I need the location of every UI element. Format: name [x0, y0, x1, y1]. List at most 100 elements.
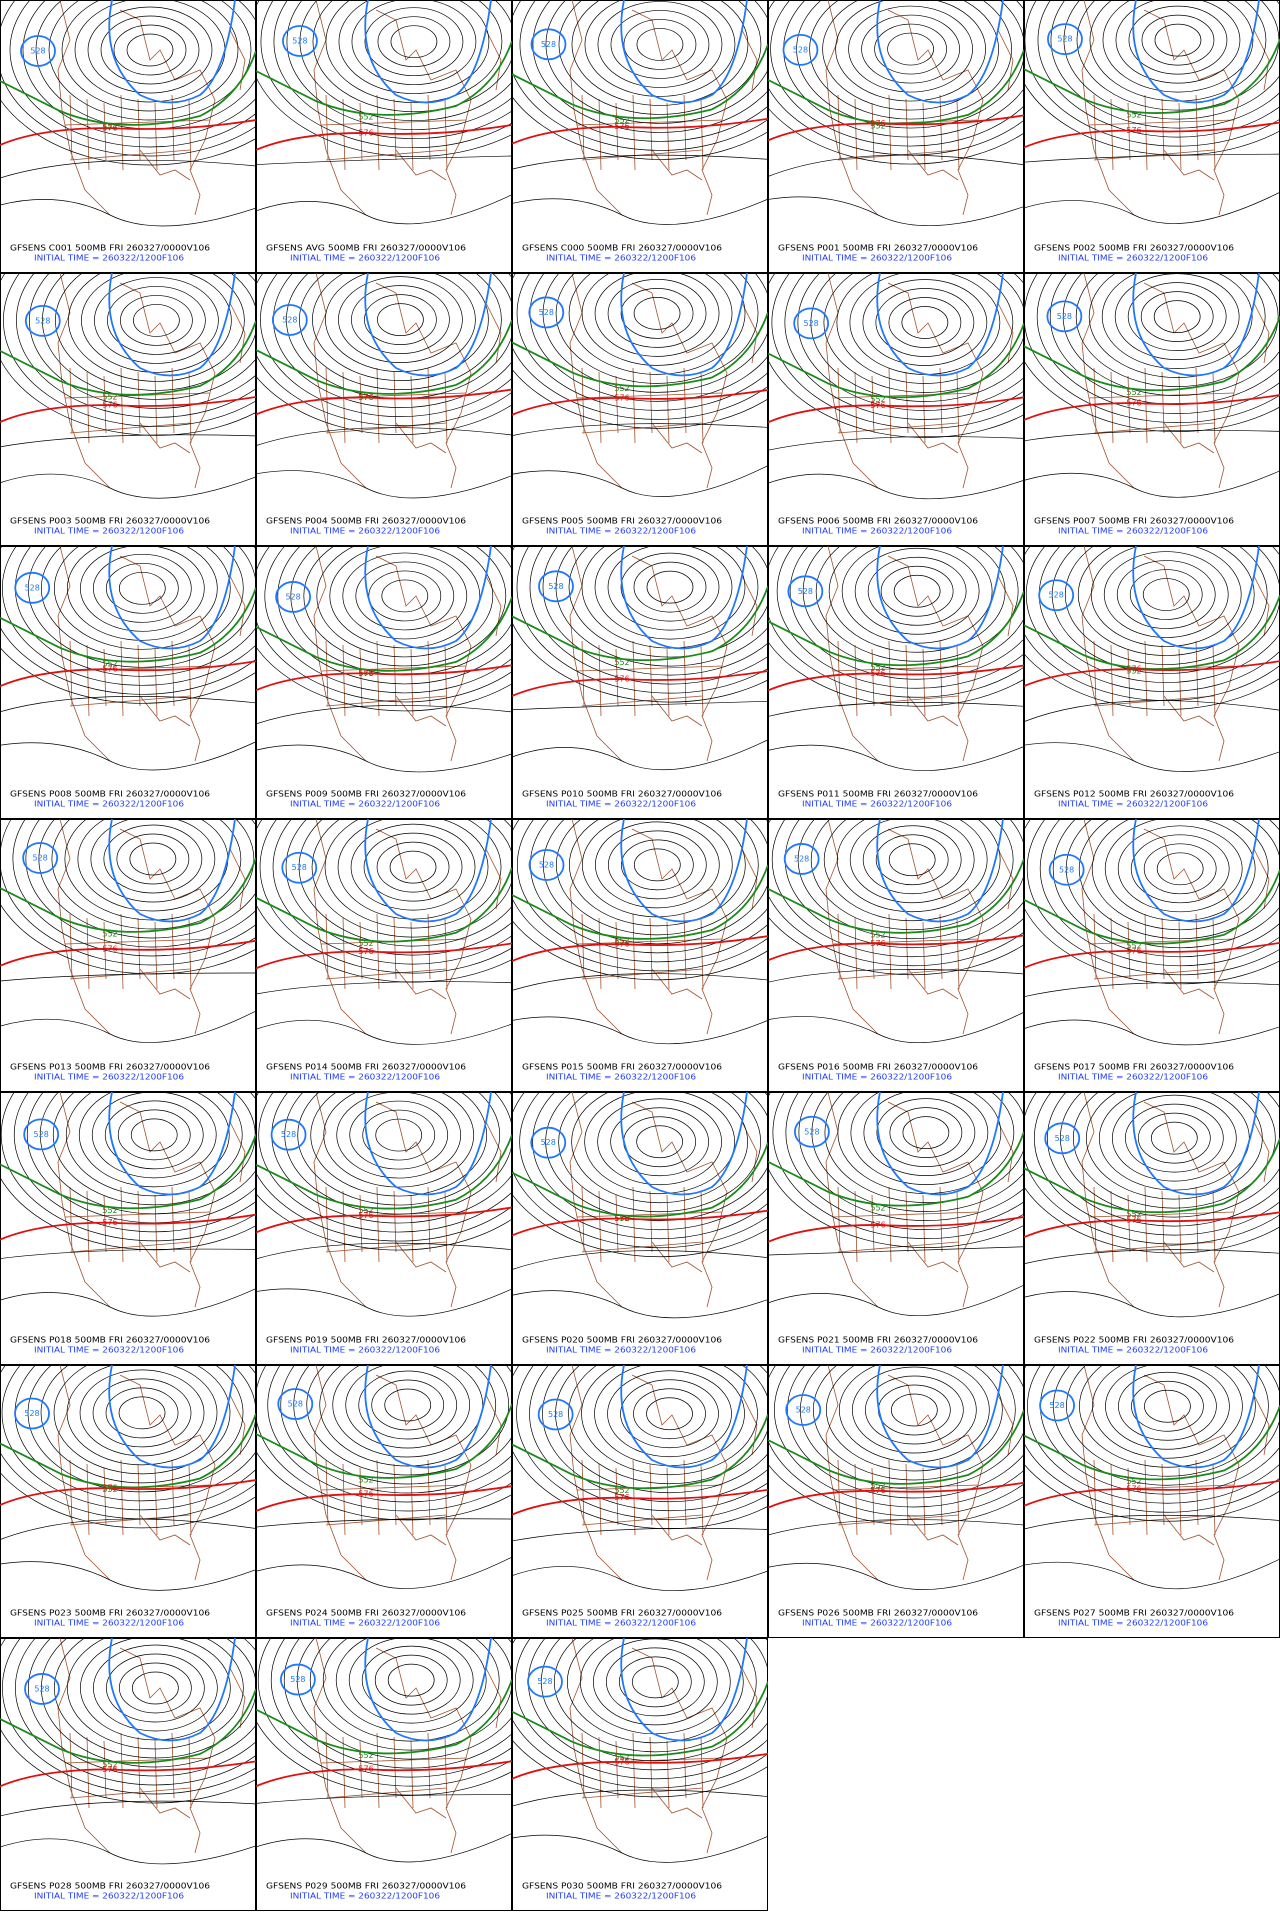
- panel-subtitle: INITIAL TIME = 260322/1200F106: [802, 1619, 952, 1628]
- height-contour: [1101, 273, 1253, 369]
- height-contour: [828, 546, 1006, 653]
- green-contour: [512, 312, 768, 388]
- red-contour: [768, 664, 1024, 692]
- height-contour: [1114, 273, 1240, 360]
- height-contour: [126, 33, 174, 67]
- contour-label: 552: [1126, 1210, 1141, 1219]
- blue-contour: [22, 842, 59, 874]
- height-contour: [785, 1092, 1024, 1230]
- height-contour: [836, 819, 988, 913]
- height-contour: [1063, 0, 1280, 120]
- panel-subtitle: INITIAL TIME = 260322/1200F106: [1058, 527, 1208, 536]
- panel-title: GFSENS P004 500MB FRI 260327/0000V106: [266, 517, 466, 526]
- height-contour: [1111, 1094, 1237, 1182]
- border-line: [1178, 1194, 1182, 1263]
- height-contour: [512, 1789, 768, 1807]
- height-contour: [512, 95, 768, 160]
- height-contour: [15, 1638, 256, 1786]
- coastline: [313, 546, 502, 762]
- panel-subtitle: INITIAL TIME = 260322/1200F106: [34, 254, 184, 263]
- blue-contour: [108, 1092, 236, 1196]
- border-line: [871, 1467, 875, 1526]
- border-line: [956, 1190, 960, 1263]
- height-contour: [0, 473, 256, 499]
- height-contour: [517, 819, 768, 963]
- height-contour: [293, 1365, 512, 1485]
- panel-subtitle: INITIAL TIME = 260322/1200F106: [802, 1073, 952, 1082]
- map-panel: 528 552 576 GFSENS P002 500MB FRI 260327/00…: [1024, 0, 1280, 273]
- blue-contour: [537, 1398, 574, 1431]
- border-line: [683, 367, 687, 434]
- panel-frame: [256, 273, 512, 546]
- border-line: [649, 917, 653, 980]
- blue-contour: [620, 273, 748, 377]
- height-contour: [798, 1092, 1024, 1221]
- height-contour: [636, 1125, 683, 1159]
- panel-title: GFSENS P030 500MB FRI 260327/0000V106: [522, 1882, 722, 1891]
- green-contour: [256, 40, 512, 116]
- panel-frame: [768, 546, 1024, 819]
- panel-subtitle: INITIAL TIME = 260322/1200F106: [290, 1619, 440, 1628]
- panel-frame: [512, 546, 768, 819]
- height-contour: [529, 1365, 768, 1512]
- height-contour: [27, 1365, 256, 1493]
- blue-contour: [1132, 546, 1260, 650]
- height-contour: [875, 288, 975, 357]
- panel-frame: [0, 273, 256, 546]
- height-contour: [90, 819, 216, 903]
- contour-label: 528: [796, 1406, 811, 1415]
- height-contour: [256, 646, 512, 712]
- border-line: [1161, 371, 1165, 434]
- height-contour: [768, 273, 1024, 438]
- blue-contour: [282, 25, 318, 57]
- height-contour: [390, 25, 438, 59]
- height-contour: [355, 561, 455, 631]
- height-contour: [863, 1092, 989, 1176]
- height-contour: [512, 368, 768, 429]
- border-line: [1212, 98, 1216, 171]
- height-contour: [776, 546, 1024, 689]
- contour-label: 528: [541, 40, 556, 49]
- height-contour: [594, 273, 720, 357]
- border-line: [359, 375, 363, 434]
- panel-frame: [1024, 0, 1280, 273]
- height-contour: [512, 1250, 768, 1270]
- height-contour: [841, 546, 993, 644]
- contour-label: 528: [288, 1400, 303, 1409]
- height-contour: [1144, 1389, 1191, 1423]
- contour-label: 552: [358, 668, 373, 677]
- panel-title: GFSENS P021 500MB FRI 260327/0000V106: [778, 1336, 978, 1345]
- border-line: [376, 640, 380, 717]
- height-contour: [610, 1107, 709, 1177]
- border-line: [427, 1186, 431, 1253]
- contour-label: 552: [1126, 941, 1141, 950]
- height-contour: [310, 1092, 488, 1197]
- border-line: [427, 913, 431, 980]
- height-contour: [888, 843, 936, 877]
- height-contour: [342, 552, 468, 640]
- contour-label: 552: [358, 391, 373, 400]
- border-line: [632, 640, 636, 717]
- border-line: [683, 1732, 687, 1799]
- red-contour: [256, 1485, 512, 1512]
- height-contour: [256, 1193, 512, 1251]
- blue-contour: [620, 1638, 748, 1742]
- green-contour: [1024, 38, 1280, 114]
- height-contour: [875, 834, 949, 886]
- contour-label: 528: [539, 308, 554, 317]
- contour-label: 552: [358, 113, 373, 122]
- contour-label: 552: [102, 1760, 117, 1769]
- height-contour: [1140, 291, 1214, 342]
- border-line: [905, 917, 909, 980]
- panel-subtitle: INITIAL TIME = 260322/1200F106: [546, 1073, 696, 1082]
- green-contour: [1024, 1405, 1280, 1481]
- blue-contour: [364, 1092, 492, 1196]
- height-contour: [371, 1379, 445, 1431]
- height-contour: [1073, 1092, 1276, 1209]
- height-contour: [273, 0, 512, 139]
- panel-subtitle: INITIAL TIME = 260322/1200F106: [1058, 1073, 1208, 1082]
- height-contour: [555, 546, 768, 667]
- coastline: [313, 0, 502, 216]
